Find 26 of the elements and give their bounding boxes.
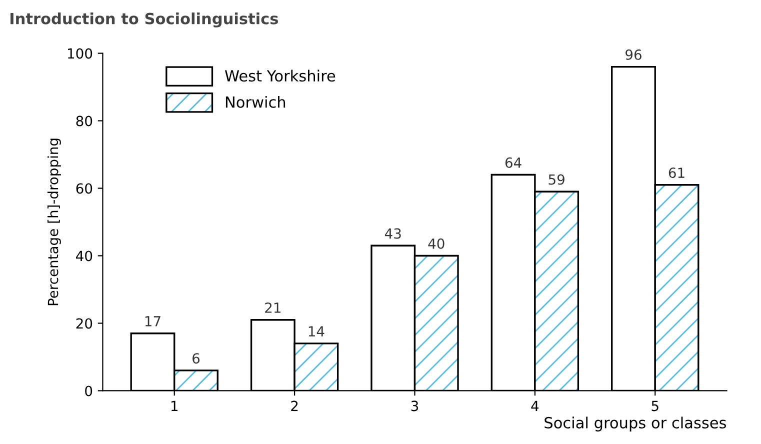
- legend-label: Norwich: [226, 96, 286, 108]
- data-label: 6: [192, 353, 200, 364]
- y-tick-label: 80: [76, 116, 92, 126]
- data-label: 43: [384, 228, 401, 239]
- chart-title: Introduction to Sociolinguistics: [10, 12, 278, 28]
- x-tick-label: 3: [411, 400, 418, 412]
- y-tick-label: 0: [85, 386, 92, 396]
- y-axis-title: Percentage [h]-dropping: [48, 138, 61, 306]
- x-tick-label: 4: [531, 400, 539, 411]
- data-label: 17: [145, 316, 160, 326]
- data-label: 64: [505, 157, 522, 168]
- data-label: 61: [668, 168, 684, 178]
- data-label: 40: [428, 238, 444, 249]
- x-tick-label: 5: [652, 400, 658, 412]
- y-tick-label: 20: [76, 318, 92, 329]
- y-tick-label: 40: [76, 250, 92, 262]
- data-label: 21: [265, 302, 280, 313]
- x-axis-title: Social groups or classes: [544, 416, 726, 432]
- x-tick-label: 1: [171, 400, 178, 411]
- data-label: 96: [626, 49, 642, 60]
- x-tick-label: 2: [291, 400, 298, 411]
- y-tick-label: 60: [76, 183, 92, 194]
- data-label: 59: [548, 174, 564, 185]
- y-tick-label: 100: [68, 48, 92, 59]
- legend-label: West Yorkshire: [224, 70, 336, 82]
- data-label: 14: [308, 326, 324, 336]
